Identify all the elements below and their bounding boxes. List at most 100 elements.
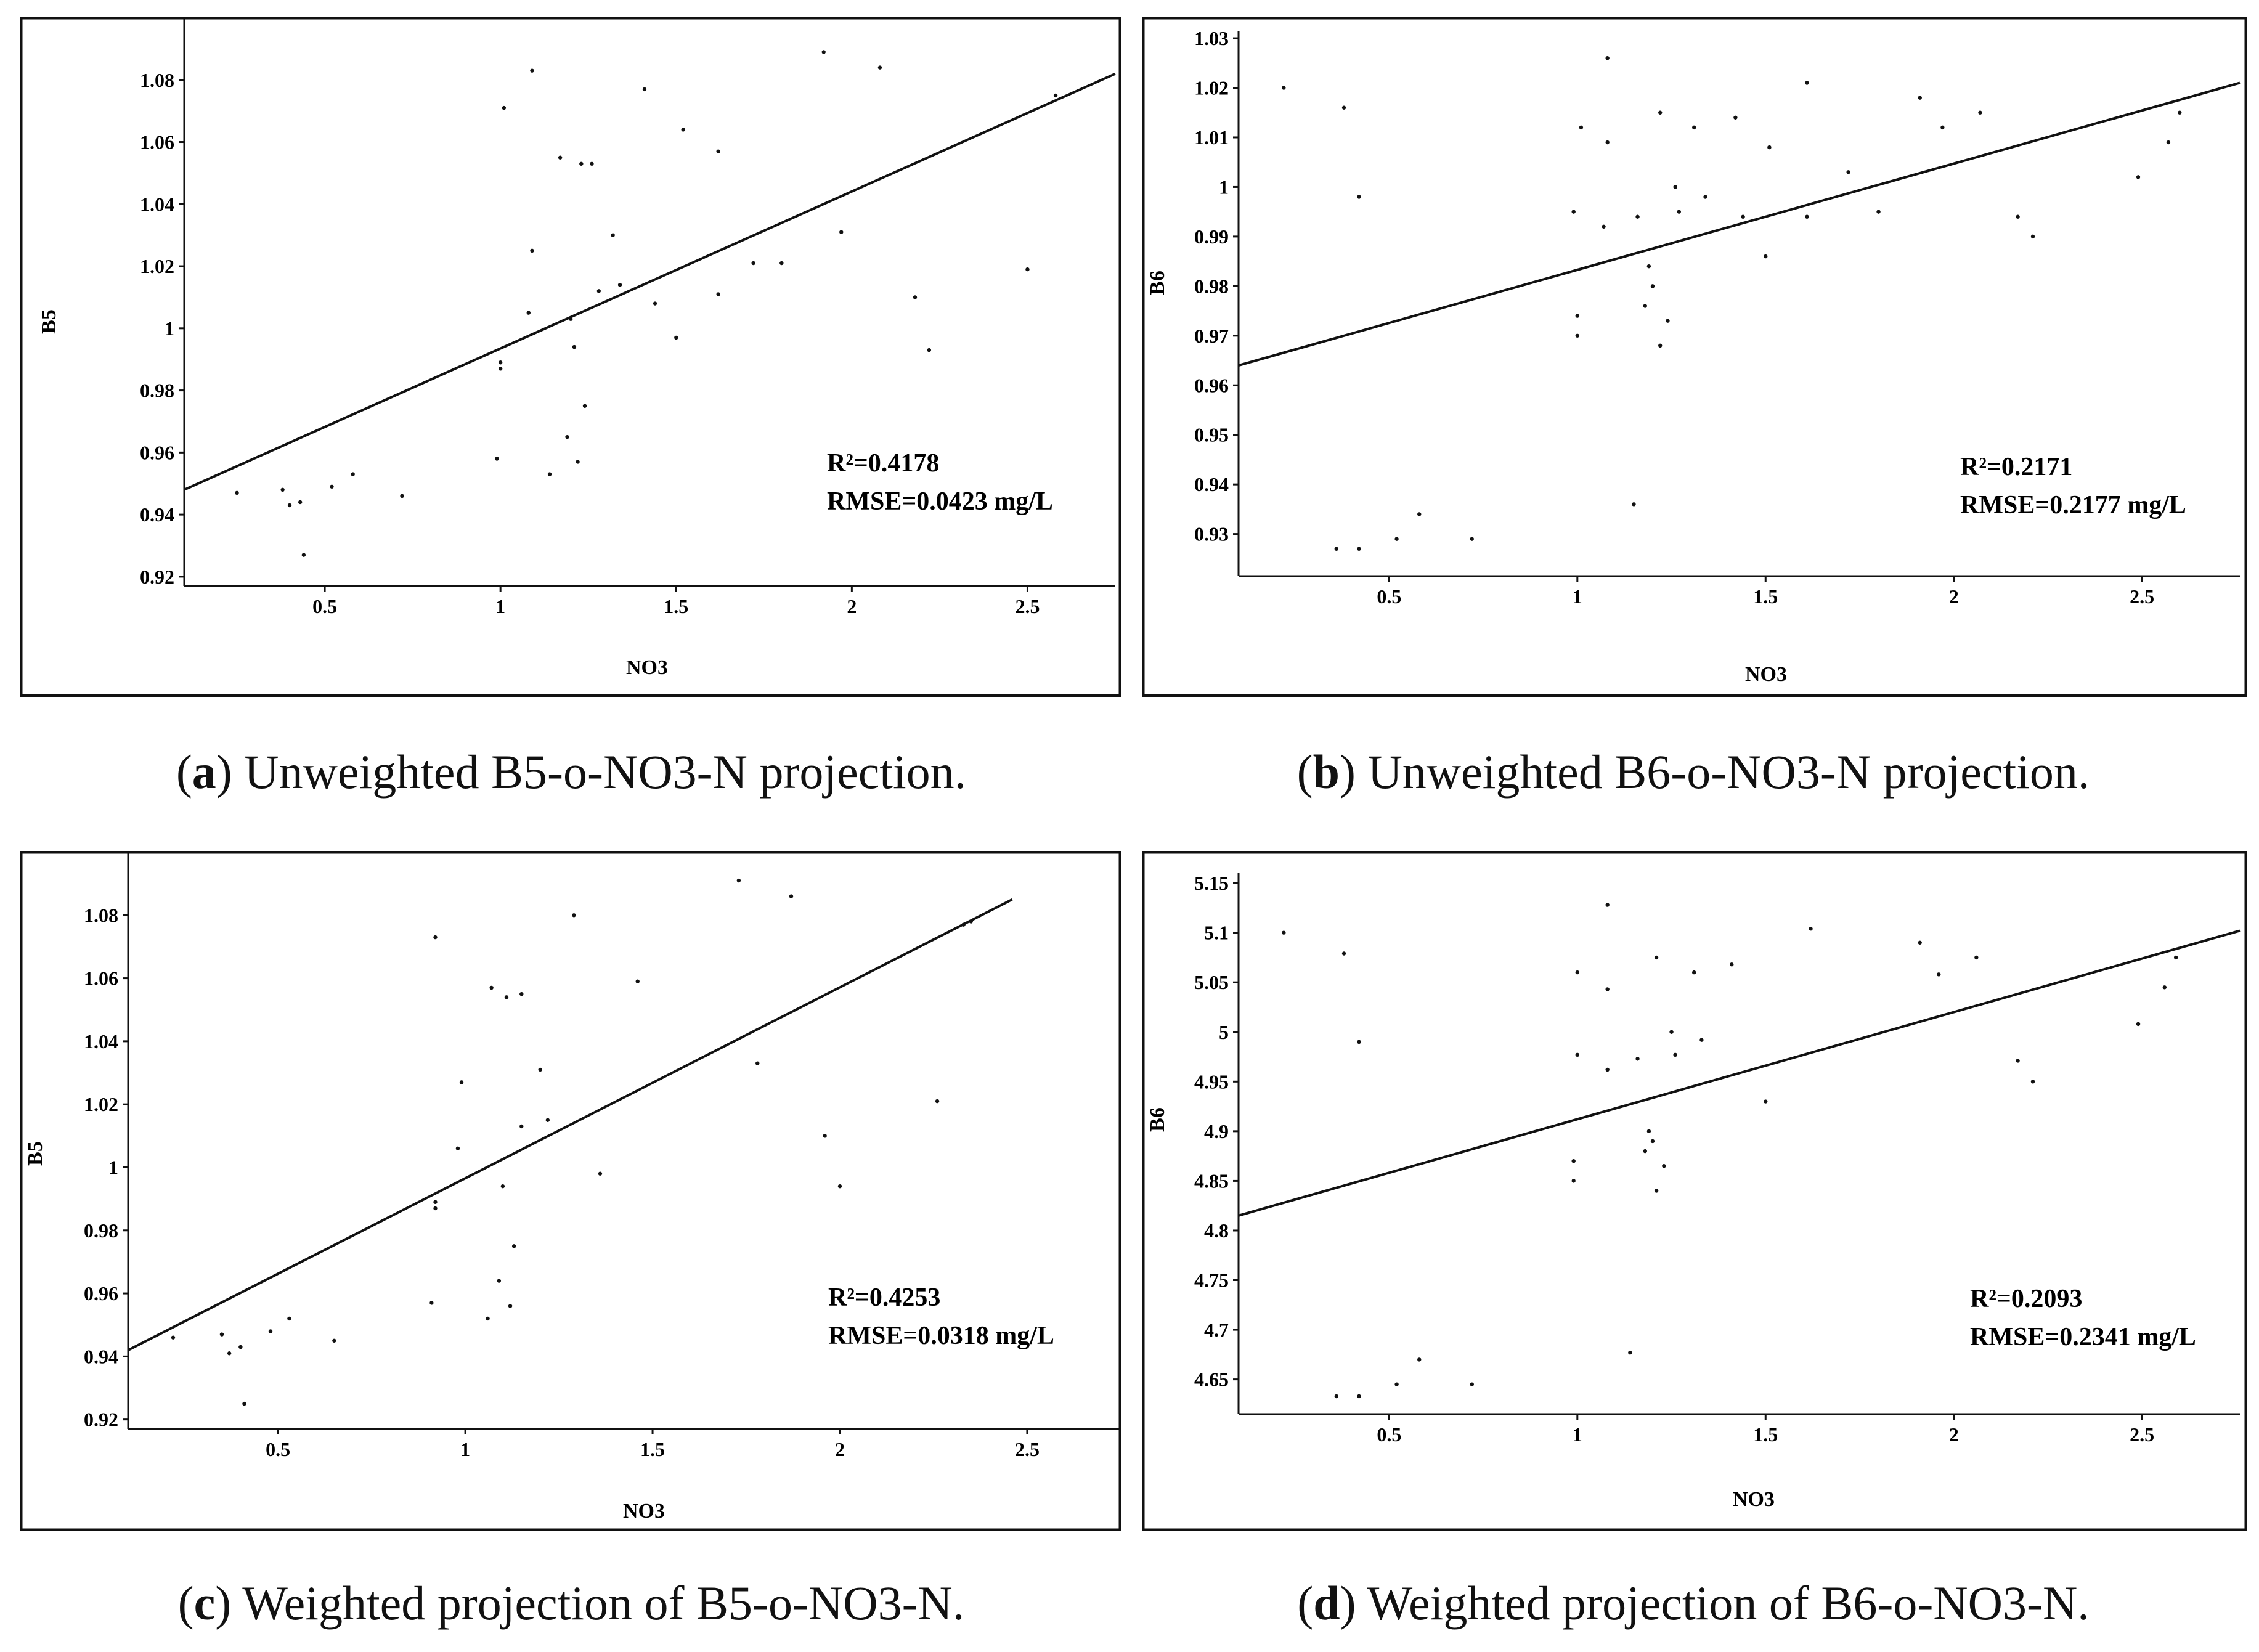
x-tick-label: 1.5	[1753, 1423, 1778, 1446]
data-point	[1025, 267, 1030, 272]
data-point	[280, 487, 285, 492]
data-point	[1632, 502, 1636, 507]
x-axis-title: NO3	[623, 1500, 665, 1523]
data-point	[538, 1067, 542, 1072]
data-point	[1579, 125, 1584, 130]
data-point	[1658, 110, 1663, 115]
y-tick-label: 4.8	[1204, 1219, 1229, 1242]
caption-b: (b) Unweighted B6-o-NO3-N projection.	[1296, 745, 2090, 799]
y-tick-label: 5.05	[1194, 971, 1229, 993]
data-point	[635, 979, 640, 983]
y-axis-title: B6	[1146, 271, 1169, 295]
caption-letter: b	[1313, 745, 1340, 799]
y-tick-label: 0.98	[84, 1219, 118, 1242]
data-point	[1605, 903, 1610, 907]
data-point	[1357, 1040, 1361, 1044]
rmse-label: RMSE=0.2177 mg/L	[1960, 491, 2186, 519]
x-tick-label: 2.5	[2130, 585, 2154, 608]
caption-text: Unweighted B6-o-NO3-N projection.	[1367, 745, 2090, 799]
x-tick-label: 0.5	[1377, 1423, 1401, 1446]
data-point	[576, 460, 580, 464]
data-point	[653, 301, 657, 306]
data-point	[1876, 210, 1881, 214]
x-axis-title: NO3	[1733, 1488, 1775, 1511]
data-point	[433, 1206, 438, 1211]
chart-frame	[20, 851, 1121, 1531]
caption-a: (a) Unweighted B5-o-NO3-N projection.	[176, 745, 967, 799]
y-tick-label: 0.93	[1194, 523, 1229, 545]
data-point	[969, 919, 973, 924]
y-axis-title: B5	[38, 309, 60, 334]
x-tick-label: 0.5	[1377, 585, 1401, 608]
data-point	[1741, 214, 1745, 219]
data-point	[779, 261, 784, 266]
rmse-label: RMSE=0.0318 mg/L	[828, 1322, 1054, 1350]
data-point	[495, 457, 499, 461]
data-point	[171, 1335, 176, 1340]
data-point	[789, 894, 794, 898]
regression-line	[1238, 81, 2241, 367]
data-point	[1470, 1382, 1474, 1386]
data-point	[927, 348, 932, 352]
y-axis-title: B5	[24, 1141, 47, 1166]
x-tick-label: 1	[460, 1438, 470, 1460]
data-point	[681, 128, 685, 132]
data-point	[751, 261, 755, 266]
caption-text: Unweighted B5-o-NO3-N projection.	[244, 745, 967, 799]
data-point	[1846, 170, 1850, 174]
data-point	[1341, 951, 1346, 956]
data-point	[2178, 110, 2182, 115]
data-point	[565, 434, 569, 439]
x-tick-label: 1.5	[640, 1438, 665, 1460]
data-point	[1918, 96, 1922, 100]
y-tick-label: 0.99	[1194, 226, 1229, 248]
data-point	[1394, 1382, 1399, 1386]
y-tick-label: 0.94	[1194, 473, 1229, 495]
y-tick-label: 1.02	[140, 255, 174, 277]
data-point	[1334, 547, 1339, 551]
data-point	[961, 922, 966, 927]
data-point	[1357, 547, 1361, 551]
data-point	[268, 1329, 273, 1333]
data-point	[558, 155, 563, 160]
x-tick-label: 2	[835, 1438, 845, 1460]
data-point	[433, 1200, 438, 1204]
data-point	[1575, 333, 1580, 338]
y-tick-label: 1.03	[1194, 27, 1229, 49]
y-tick-label: 5	[1219, 1021, 1229, 1043]
data-point	[1417, 512, 1422, 516]
data-point	[429, 1301, 434, 1305]
x-tick-label: 1.5	[664, 595, 688, 617]
data-point	[1646, 1129, 1651, 1134]
y-tick-label: 4.95	[1194, 1070, 1229, 1093]
data-point	[1669, 1030, 1674, 1034]
data-point	[1646, 264, 1651, 269]
y-tick-label: 5.15	[1194, 872, 1229, 894]
data-point	[287, 1316, 291, 1321]
data-point	[400, 494, 404, 498]
data-point	[486, 1316, 490, 1321]
data-point	[823, 1134, 827, 1138]
data-point	[1575, 1052, 1580, 1057]
data-point	[219, 1332, 224, 1337]
y-tick-label: 1.06	[140, 131, 174, 153]
data-point	[459, 1080, 464, 1084]
data-point	[1575, 970, 1580, 975]
caption-text: Weighted projection of B5-o-NO3-N.	[242, 1576, 965, 1630]
data-point	[1691, 970, 1696, 975]
x-axis-title: NO3	[626, 656, 668, 679]
chart-panel-a: 0.92 0.94 0.96 0.98 1 1.02 1.04 1.06 1.08 0.5 1 1.5…	[20, 17, 1121, 697]
data-point	[1605, 987, 1610, 991]
y-tick-label: 0.92	[84, 1409, 118, 1431]
y-tick-label: 0.94	[140, 503, 174, 526]
chart-frame	[20, 17, 1121, 697]
y-tick-label: 1	[108, 1156, 118, 1178]
caption-letter: d	[1313, 1576, 1340, 1630]
data-point	[674, 335, 678, 340]
scatter-chart-d: 4.65 4.7 4.75 4.8 4.85 4.9 4.95 5 5.05 5.1 5.15 0.5…	[1142, 851, 2247, 1531]
data-point	[2030, 234, 2035, 239]
r-squared-label: R²=0.4178	[827, 449, 939, 478]
data-point	[1654, 1189, 1659, 1193]
scatter-chart-b: 0.93 0.94 0.95 0.96 0.97 0.98 0.99 1 1.01 1.02 1.0…	[1142, 17, 2247, 697]
data-point	[2173, 955, 2178, 960]
